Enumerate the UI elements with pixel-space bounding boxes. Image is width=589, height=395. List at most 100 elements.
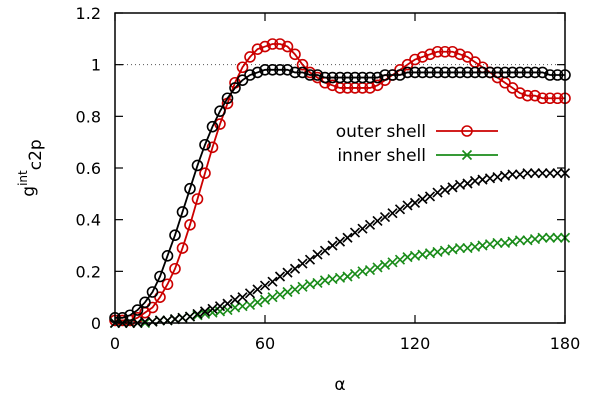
data-point [536, 66, 549, 79]
data-point [176, 242, 189, 254]
x-marker-stroke [199, 306, 211, 317]
x-marker-stroke [282, 267, 293, 278]
data-point [289, 48, 301, 61]
data-point [506, 66, 519, 79]
x-marker-stroke [334, 272, 346, 283]
x-marker-stroke [507, 169, 518, 180]
data-point [349, 227, 361, 238]
x-marker-stroke [147, 316, 158, 327]
x-marker-stroke [394, 204, 406, 215]
data-point [356, 71, 369, 84]
data-point [341, 71, 354, 84]
x-marker-stroke [304, 254, 316, 265]
x-marker-stroke [484, 239, 496, 250]
data-point [409, 197, 421, 208]
x-marker-stroke [544, 168, 556, 179]
x-marker-stroke [169, 314, 181, 325]
data-point [387, 257, 398, 268]
data-point [259, 40, 271, 53]
x-marker-stroke [439, 245, 451, 256]
series-line [115, 68, 565, 319]
y-tick-label: 0 [91, 314, 101, 333]
data-point [552, 168, 563, 179]
x-marker-stroke [544, 232, 556, 243]
x-marker-stroke [252, 297, 263, 308]
data-point [274, 64, 286, 76]
data-point [259, 64, 271, 76]
data-point [267, 276, 278, 287]
data-point [424, 48, 436, 61]
data-point [259, 280, 271, 291]
x-marker-stroke [462, 242, 473, 254]
data-point [312, 277, 323, 289]
data-point [401, 66, 414, 79]
data-point [214, 118, 226, 130]
x-marker-stroke [417, 193, 428, 205]
x-marker-stroke [199, 308, 211, 320]
x-marker-stroke [282, 286, 293, 298]
data-point [214, 301, 226, 312]
series-layer [109, 38, 571, 329]
data-point [431, 66, 444, 79]
x-marker-stroke [312, 277, 323, 289]
data-point [319, 245, 331, 256]
y-axis-title-sub: c2p [26, 139, 46, 170]
data-point [214, 105, 226, 117]
x-marker-stroke [514, 169, 526, 180]
data-point [236, 61, 249, 74]
x-marker-stroke [297, 281, 308, 292]
x-marker-stroke [304, 279, 316, 290]
data-point [416, 51, 429, 63]
x-marker-stroke [319, 275, 331, 286]
legend-entry: inner shell [337, 146, 498, 166]
legend-label: inner shell [337, 146, 426, 166]
x-marker-stroke [252, 284, 263, 295]
x-marker-stroke [259, 294, 271, 305]
data-point [387, 208, 398, 219]
x-marker-stroke [177, 312, 188, 323]
data-point [491, 66, 504, 79]
data-point [274, 289, 286, 300]
data-point [507, 169, 518, 180]
data-point [326, 79, 339, 92]
x-marker-stroke [447, 182, 458, 193]
data-point [394, 69, 406, 81]
x-marker-stroke [244, 288, 256, 299]
data-point [244, 299, 256, 311]
x-marker-stroke [424, 248, 436, 259]
data-point [379, 259, 391, 270]
data-point [371, 71, 384, 84]
data-point [386, 69, 399, 81]
x-marker-stroke [342, 271, 353, 282]
x-marker-stroke [319, 245, 331, 256]
x-tick-label: 60 [255, 334, 275, 353]
x-marker-stroke [237, 292, 248, 303]
data-point [131, 304, 144, 316]
x-marker-stroke [259, 280, 271, 291]
x-marker-stroke [499, 170, 511, 181]
data-point [409, 53, 421, 66]
y-tick-label: 0.6 [76, 159, 101, 178]
x-marker-stroke [522, 235, 533, 246]
data-point [364, 264, 376, 276]
x-marker-stroke [222, 298, 233, 309]
data-point [446, 45, 459, 58]
data-point [199, 167, 211, 179]
data-point [266, 38, 279, 50]
data-point [229, 294, 241, 305]
data-point [439, 184, 451, 196]
data-point [161, 250, 174, 262]
y-tick-label: 0.4 [76, 211, 101, 230]
x-marker-stroke [522, 168, 533, 179]
data-point [192, 308, 203, 320]
x-marker-stroke [327, 273, 338, 285]
data-point [139, 296, 151, 309]
series-3 [109, 168, 571, 329]
data-point [544, 168, 556, 179]
data-point [409, 66, 421, 79]
data-point [521, 89, 534, 102]
x-marker-stroke [394, 254, 406, 265]
x-marker-stroke [237, 301, 248, 312]
x-marker-stroke [492, 171, 503, 183]
x-marker-stroke [139, 316, 151, 327]
